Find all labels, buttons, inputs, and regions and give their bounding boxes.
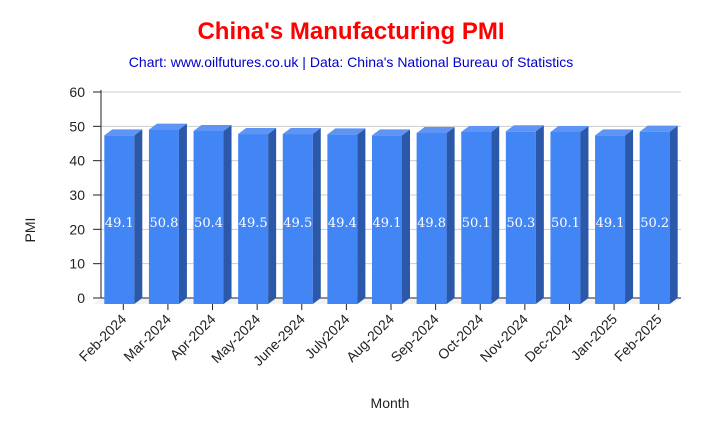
data-label: 49.4	[328, 216, 357, 231]
chart-title: China's Manufacturing PMI	[197, 18, 505, 45]
bar-side	[402, 129, 410, 304]
y-tick-label: 40	[69, 153, 85, 169]
bar-top	[461, 125, 500, 132]
bar-top	[327, 128, 366, 135]
bar-front	[282, 134, 313, 304]
data-labels: 49.1 50.8 50.4 49.5 49.5 49.4 49.1 49.8 50.1 50.3…	[105, 216, 669, 231]
data-label: 49.5	[239, 216, 268, 231]
data-label: 50.1	[551, 216, 580, 231]
data-label: 50.8	[149, 216, 178, 231]
bar-side	[178, 123, 187, 304]
y-tick-label: 50	[69, 118, 85, 134]
bar-side	[312, 128, 321, 304]
bar-side	[446, 127, 455, 305]
bar-side	[535, 125, 544, 304]
bar-side	[625, 129, 634, 304]
bar	[193, 124, 232, 305]
bar-front	[595, 135, 626, 304]
y-tick-label: 30	[69, 187, 85, 203]
bar-side	[491, 125, 500, 305]
data-label: 49.1	[373, 216, 402, 231]
bar-top	[372, 129, 410, 136]
bar-front	[193, 130, 224, 304]
bar-top	[639, 125, 678, 132]
y-tick-label: 0	[77, 290, 85, 306]
data-label: 50.3	[506, 216, 535, 231]
bar-front	[461, 131, 492, 304]
bar-top	[238, 128, 277, 135]
bar-front	[327, 134, 358, 304]
y-tick-label: 60	[69, 84, 85, 100]
bar-side	[134, 129, 143, 304]
x-tick-label: Feb-2024	[76, 311, 130, 365]
bar-front	[238, 134, 269, 304]
data-label: 49.8	[417, 216, 446, 231]
bar-top	[416, 127, 455, 134]
bar	[505, 125, 544, 304]
x-tick-label: Nov-2024	[477, 311, 531, 365]
bar-front	[104, 135, 135, 304]
bar-side	[268, 128, 277, 304]
bar-front	[550, 131, 581, 304]
x-axis-title: Month	[371, 395, 410, 411]
x-tick-label: Dec-2024	[521, 311, 575, 365]
bar	[639, 125, 678, 304]
chart-subtitle: Chart: www.oilfutures.co.uk | Data: Chin…	[128, 54, 574, 70]
data-label: 49.5	[283, 216, 312, 231]
x-tick-label: Mar-2024	[120, 311, 174, 365]
bar-front	[505, 131, 536, 304]
y-axis-title: PMI	[22, 218, 38, 243]
bar-side	[580, 125, 589, 305]
y-tick-label: 20	[69, 221, 85, 237]
bars	[104, 123, 678, 305]
bar-top	[104, 129, 143, 136]
bar-top	[550, 125, 589, 132]
bar-front	[416, 133, 447, 304]
x-tick-label: Feb-2025	[611, 311, 665, 365]
bar	[104, 129, 143, 304]
bar	[461, 125, 500, 305]
bar-top	[282, 128, 321, 135]
bar-front	[372, 135, 402, 304]
x-tick-label: Aug-2024	[343, 311, 397, 365]
bar	[550, 125, 589, 305]
bar-top	[595, 129, 634, 136]
bar-front	[148, 129, 179, 304]
data-label: 50.2	[640, 216, 669, 231]
bar-top	[193, 124, 232, 131]
data-label: 50.4	[194, 216, 223, 231]
bar-side	[669, 125, 678, 304]
bar	[282, 128, 321, 304]
bar	[372, 129, 410, 304]
bar	[148, 123, 187, 304]
bar-side	[357, 128, 366, 304]
bar	[595, 129, 634, 304]
x-tick-label: Sep-2024	[387, 311, 441, 365]
bar-top	[505, 125, 544, 132]
data-label: 49.1	[105, 216, 134, 231]
data-label: 49.1	[596, 216, 625, 231]
y-tick-label: 10	[69, 256, 85, 272]
bar-front	[639, 131, 670, 304]
bar-top	[148, 123, 187, 130]
bar	[238, 128, 277, 304]
data-label: 50.1	[462, 216, 491, 231]
bar-side	[223, 124, 232, 305]
bar	[327, 128, 366, 304]
bar	[416, 127, 455, 305]
